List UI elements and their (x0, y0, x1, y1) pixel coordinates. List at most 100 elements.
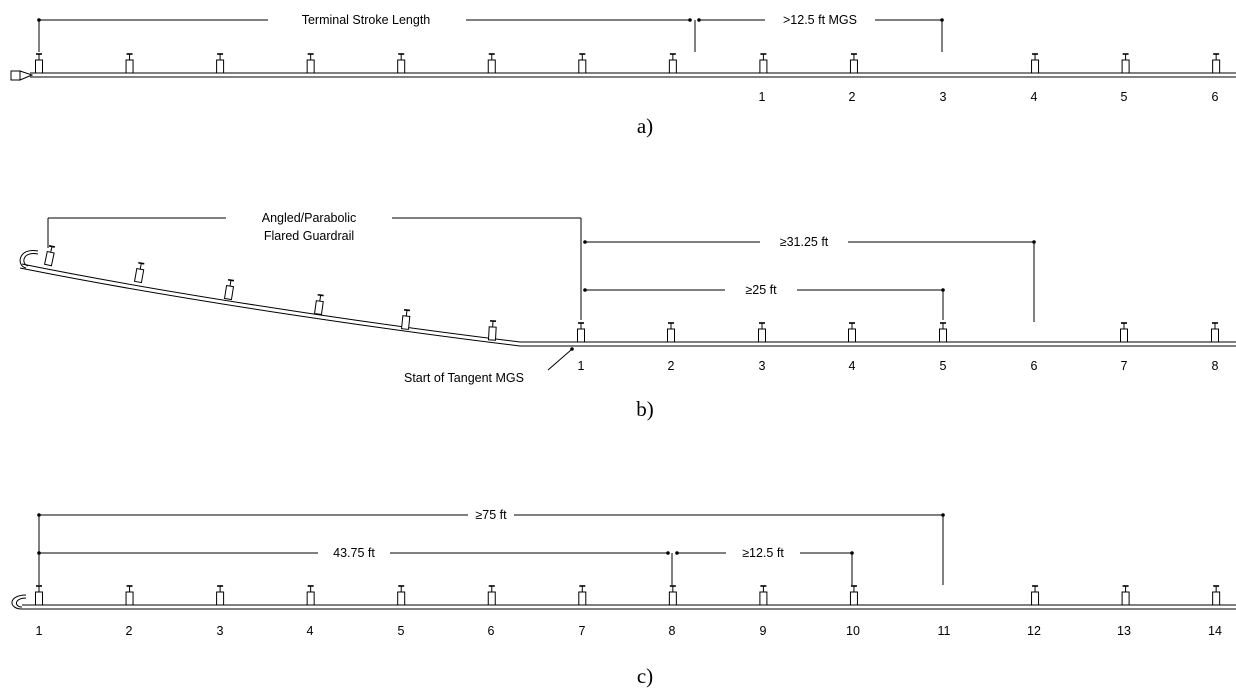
post-number: 12 (1027, 624, 1041, 638)
post-number: 6 (1031, 359, 1038, 373)
guardrail-post (1212, 585, 1221, 606)
post-number: 11 (938, 624, 951, 638)
guardrail-post (125, 585, 134, 606)
rail-b-top (21, 263, 1236, 343)
guardrail-post (1031, 585, 1040, 606)
post-number: 6 (488, 624, 495, 638)
tangent-label: Start of Tangent MGS (404, 371, 524, 385)
guardrail-post (306, 53, 315, 74)
post-number: 3 (940, 90, 947, 104)
guardrail-post (577, 322, 585, 343)
guardrail-post (223, 278, 235, 301)
guardrail-post (397, 585, 406, 606)
posts-b (43, 245, 1219, 343)
guardrail-post (125, 53, 134, 74)
dim-75: ≥75 ft (37, 508, 945, 585)
dim-terminal-stroke-label: Terminal Stroke Length (302, 13, 431, 27)
guardrail-post (1211, 322, 1219, 343)
guardrail-post (400, 308, 411, 330)
dim-75-label: ≥75 ft (475, 508, 507, 522)
guardrail-post (313, 293, 324, 316)
guardrail-post (759, 53, 768, 74)
post-number: 8 (669, 624, 676, 638)
guardrail-post (487, 53, 496, 74)
guardrail-post (578, 585, 587, 606)
dim-flare: Angled/Parabolic Flared Guardrail (47, 211, 582, 320)
dim-mgs-a-label: >12.5 ft MGS (783, 13, 857, 27)
guardrail-post (759, 585, 768, 606)
post-number: 4 (307, 624, 314, 638)
post-number: 5 (398, 624, 405, 638)
dim-31-25: ≥31.25 ft (583, 235, 1036, 322)
post-number: 6 (1212, 90, 1219, 104)
rail-b-bottom (19, 267, 1236, 347)
guardrail-post (849, 585, 858, 606)
dim-12-5-label: ≥12.5 ft (742, 546, 784, 560)
post-number: 2 (126, 624, 133, 638)
guardrail-post (1120, 322, 1128, 343)
guardrail-post (1031, 53, 1040, 74)
end-hook-c (11, 594, 27, 610)
post-number: 2 (668, 359, 675, 373)
panel-c: ≥75 ft 43.75 ft ≥12.5 ft 1 2 3 4 5 6 (11, 508, 1236, 688)
guardrail-post (216, 53, 225, 74)
post-number: 10 (846, 624, 860, 638)
guardrail-post (35, 53, 43, 74)
post-number: 3 (217, 624, 224, 638)
guardrail-post (578, 53, 587, 74)
guardrail-post (306, 585, 315, 606)
terminal-head (10, 70, 34, 81)
guardrail-post (667, 322, 675, 343)
posts-c (35, 585, 1221, 606)
post-number: 5 (1121, 90, 1128, 104)
guardrail-post (668, 53, 677, 74)
post-number: 1 (759, 90, 766, 104)
guardrail-post (487, 585, 496, 606)
caption-b: b) (636, 397, 654, 421)
flare-label-line2: Flared Guardrail (264, 229, 354, 243)
guardrail-post (939, 322, 947, 343)
panel-a: Terminal Stroke Length >12.5 ft MGS 1 2 … (10, 13, 1236, 138)
guardrail-post (216, 585, 225, 606)
post-number: 4 (1031, 90, 1038, 104)
caption-c: c) (637, 664, 653, 688)
guardrail-post (1212, 53, 1221, 74)
guardrail-post (397, 53, 406, 74)
posts-a (35, 53, 1221, 74)
dim-43-75-label: 43.75 ft (333, 546, 375, 560)
post-numbers-c: 1 2 3 4 5 6 7 8 9 10 11 12 13 14 (36, 624, 1222, 638)
post-number: 5 (940, 359, 947, 373)
post-number: 4 (849, 359, 856, 373)
dim-mgs-a: >12.5 ft MGS (697, 13, 944, 52)
dim-terminal-stroke: Terminal Stroke Length (37, 13, 696, 52)
guardrail-post (1121, 585, 1130, 606)
dim-12-5: ≥12.5 ft (675, 546, 854, 585)
guardrail-post (487, 320, 497, 341)
post-numbers-b: 1 2 3 4 5 6 7 8 (578, 359, 1219, 373)
guardrail-post (35, 585, 43, 606)
post-number: 7 (579, 624, 586, 638)
post-number: 3 (759, 359, 766, 373)
post-number: 8 (1212, 359, 1219, 373)
panel-b: Angled/Parabolic Flared Guardrail ≥31.25… (19, 211, 1236, 421)
post-number: 9 (760, 624, 767, 638)
dim-25: ≥25 ft (583, 283, 945, 320)
guardrail-post (848, 322, 856, 343)
post-number: 14 (1208, 624, 1222, 638)
post-number: 1 (578, 359, 585, 373)
post-numbers-a: 1 2 3 4 5 6 (759, 90, 1219, 104)
dim-43-75: 43.75 ft (37, 546, 673, 585)
guardrail-post (1121, 53, 1130, 74)
post-number: 1 (36, 624, 43, 638)
dim-31-25-label: ≥31.25 ft (780, 235, 829, 249)
end-hook-b (19, 250, 39, 269)
tangent-leader: Start of Tangent MGS (404, 347, 574, 385)
post-number: 2 (849, 90, 856, 104)
flare-label-line1: Angled/Parabolic (262, 211, 357, 225)
post-number: 13 (1117, 624, 1131, 638)
caption-a: a) (637, 114, 653, 138)
guardrail-post (758, 322, 766, 343)
guardrail-post (133, 261, 145, 284)
guardrail-post (849, 53, 858, 74)
